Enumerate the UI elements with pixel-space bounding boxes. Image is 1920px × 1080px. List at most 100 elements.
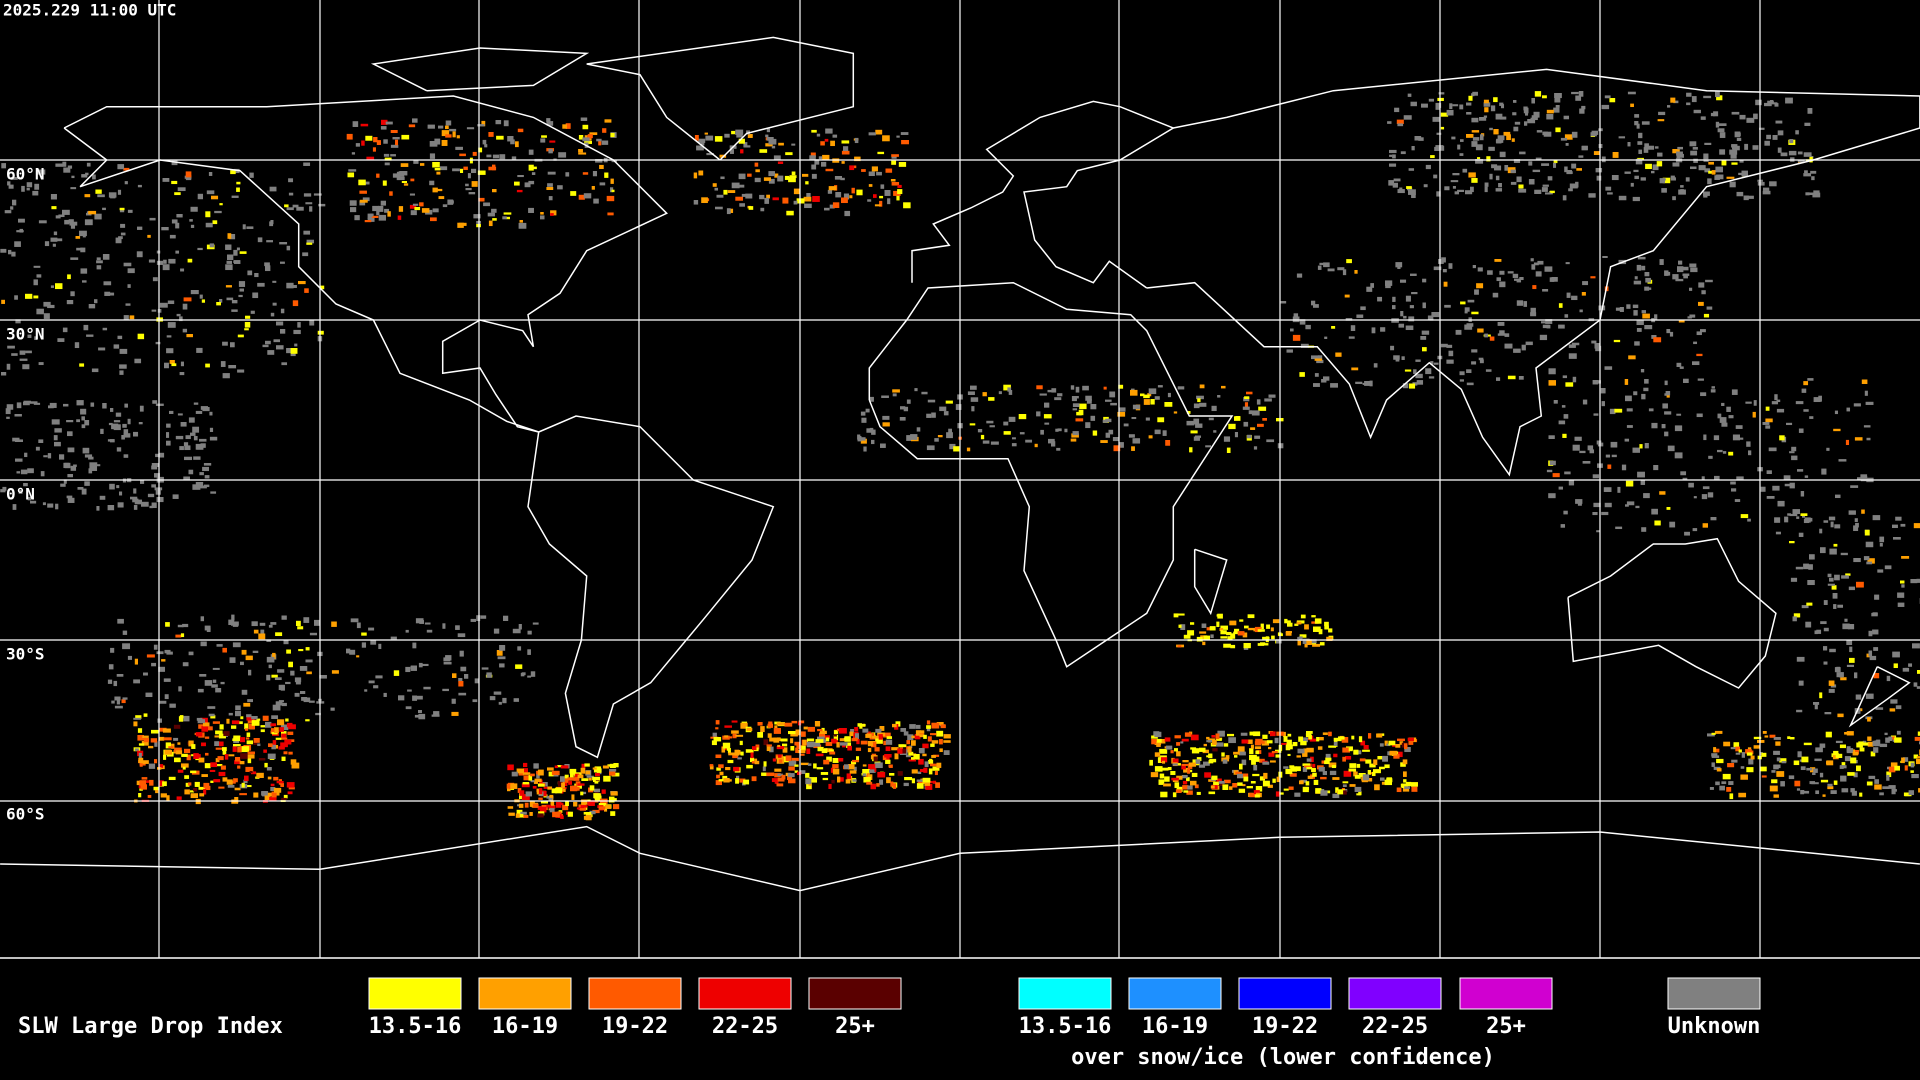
- cloud-pixel: [76, 400, 84, 406]
- cloud-pixel: [148, 259, 156, 263]
- cloud-pixel: [1143, 399, 1150, 405]
- cloud-pixel: [281, 615, 287, 620]
- cloud-pixel: [1521, 344, 1526, 351]
- cloud-pixel: [95, 464, 101, 467]
- cloud-pixel: [1863, 556, 1870, 561]
- cloud-pixel: [471, 168, 477, 174]
- cloud-pixel: [168, 746, 174, 749]
- cloud-pixel: [86, 334, 94, 337]
- cloud-pixel: [1603, 487, 1612, 492]
- cloud-pixel: [1105, 432, 1111, 438]
- cloud-pixel: [846, 742, 852, 748]
- cloud-pixel: [1164, 776, 1170, 782]
- cloud-pixel: [1036, 411, 1041, 417]
- cloud-pixel: [908, 751, 914, 756]
- cloud-pixel: [797, 749, 806, 754]
- cloud-pixel: [1913, 754, 1919, 759]
- cloud-pixel: [151, 729, 159, 734]
- cloud-pixel: [1766, 496, 1775, 499]
- cloud-pixel: [711, 740, 717, 746]
- cloud-pixel: [1395, 262, 1403, 268]
- cloud-pixel: [1849, 646, 1853, 653]
- cloud-pixel: [1542, 289, 1549, 292]
- cloud-pixel: [287, 791, 293, 795]
- cloud-pixel: [1314, 373, 1319, 377]
- cloud-pixel: [262, 791, 268, 797]
- cloud-pixel: [1627, 142, 1631, 147]
- cloud-pixel: [165, 742, 171, 749]
- cloud-pixel: [1408, 189, 1416, 195]
- cloud-pixel: [1227, 733, 1235, 737]
- cloud-pixel: [371, 215, 379, 218]
- cloud-pixel: [393, 670, 400, 676]
- cloud-pixel: [917, 781, 923, 784]
- cloud-pixel: [850, 731, 859, 736]
- cloud-pixel: [1318, 629, 1323, 635]
- cloud-pixel: [275, 632, 283, 637]
- cloud-pixel: [594, 781, 599, 784]
- cloud-pixel: [1361, 778, 1368, 783]
- cloud-pixel: [1267, 784, 1273, 788]
- cloud-pixel: [1154, 731, 1162, 738]
- cloud-pixel: [1518, 376, 1524, 380]
- cloud-pixel: [1769, 785, 1778, 792]
- cloud-pixel: [1815, 747, 1823, 753]
- cloud-pixel: [283, 794, 288, 799]
- cloud-pixel: [1294, 623, 1299, 626]
- cloud-pixel: [418, 713, 426, 720]
- cloud-pixel: [1397, 123, 1404, 127]
- cloud-pixel: [16, 402, 22, 409]
- cloud-pixel: [1257, 629, 1265, 632]
- cloud-pixel: [84, 420, 90, 426]
- cloud-pixel: [1260, 642, 1266, 645]
- cloud-pixel: [1191, 748, 1200, 754]
- cloud-pixel: [1358, 791, 1362, 796]
- cloud-pixel: [865, 733, 872, 738]
- cloud-pixel: [1373, 759, 1378, 766]
- cloud-pixel: [1833, 780, 1838, 785]
- cloud-pixel: [1255, 750, 1260, 755]
- cloud-pixel: [1596, 380, 1601, 384]
- cloud-pixel: [473, 214, 481, 219]
- cloud-pixel: [167, 300, 175, 305]
- cloud-pixel: [1160, 757, 1168, 763]
- cloud-pixel: [1731, 759, 1738, 763]
- cloud-pixel: [177, 624, 184, 628]
- cloud-pixel: [1740, 774, 1748, 780]
- cloud-pixel: [294, 692, 300, 697]
- cloud-pixel: [916, 783, 924, 789]
- cloud-pixel: [1789, 514, 1798, 517]
- cloud-pixel: [239, 288, 244, 292]
- cloud-pixel: [185, 782, 190, 787]
- cloud-pixel: [1762, 731, 1767, 734]
- cloud-pixel: [452, 131, 456, 138]
- cloud-pixel: [1397, 189, 1405, 194]
- cloud-pixel: [115, 412, 122, 417]
- cloud-pixel: [1160, 773, 1165, 779]
- cloud-pixel: [138, 743, 145, 746]
- cloud-pixel: [1681, 266, 1689, 271]
- cloud-pixel: [23, 400, 31, 404]
- cloud-pixel: [191, 744, 196, 749]
- cloud-pixel: [94, 299, 98, 304]
- cloud-pixel: [1703, 159, 1709, 162]
- cloud-pixel: [1471, 311, 1479, 315]
- cloud-pixel: [1072, 431, 1079, 436]
- cloud-pixel: [1757, 181, 1765, 186]
- cloud-pixel: [1635, 158, 1643, 165]
- cloud-pixel: [192, 426, 200, 433]
- cloud-pixel: [1870, 751, 1876, 757]
- cloud-pixel: [482, 139, 487, 145]
- cloud-pixel: [1394, 107, 1400, 113]
- cloud-pixel: [700, 140, 705, 146]
- cloud-pixel: [396, 171, 405, 177]
- cloud-pixel: [785, 755, 792, 762]
- cloud-pixel: [387, 211, 391, 217]
- cloud-pixel: [546, 804, 551, 808]
- cloud-pixel: [714, 187, 719, 191]
- cloud-pixel: [1253, 446, 1258, 450]
- cloud-pixel: [195, 443, 204, 450]
- cloud-pixel: [1409, 305, 1414, 309]
- cloud-pixel: [573, 801, 578, 807]
